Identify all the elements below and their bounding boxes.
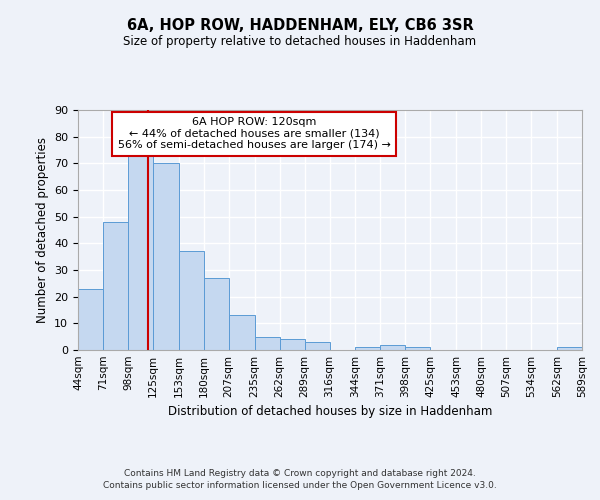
Bar: [254, 336, 280, 350]
Bar: [78, 288, 103, 350]
Text: 6A, HOP ROW, HADDENHAM, ELY, CB6 3SR: 6A, HOP ROW, HADDENHAM, ELY, CB6 3SR: [127, 18, 473, 32]
Bar: [204, 278, 229, 350]
Bar: [280, 340, 305, 350]
Bar: [229, 316, 254, 350]
Text: Size of property relative to detached houses in Haddenham: Size of property relative to detached ho…: [124, 35, 476, 48]
Bar: [355, 348, 380, 350]
Text: Contains HM Land Registry data © Crown copyright and database right 2024.
Contai: Contains HM Land Registry data © Crown c…: [103, 468, 497, 490]
Text: 6A HOP ROW: 120sqm
← 44% of detached houses are smaller (134)
56% of semi-detach: 6A HOP ROW: 120sqm ← 44% of detached hou…: [118, 117, 391, 150]
Bar: [153, 164, 179, 350]
Bar: [380, 344, 406, 350]
X-axis label: Distribution of detached houses by size in Haddenham: Distribution of detached houses by size …: [168, 406, 492, 418]
Bar: [557, 348, 582, 350]
Y-axis label: Number of detached properties: Number of detached properties: [35, 137, 49, 323]
Bar: [305, 342, 329, 350]
Bar: [128, 150, 153, 350]
Bar: [406, 348, 430, 350]
Bar: [103, 222, 128, 350]
Bar: [179, 252, 204, 350]
